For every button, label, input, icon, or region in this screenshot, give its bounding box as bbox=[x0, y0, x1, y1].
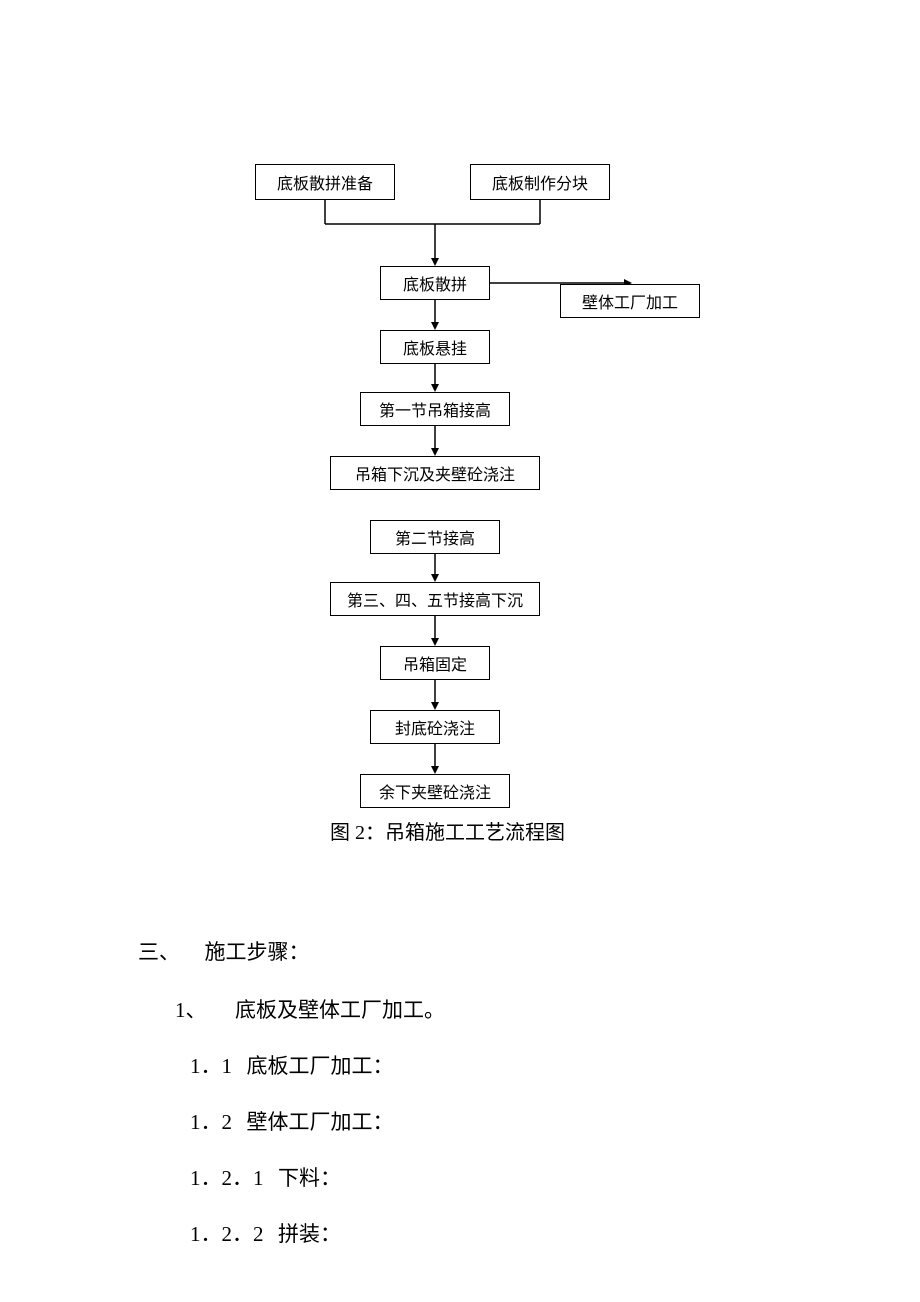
flow-node-section1: 第一节吊箱接高 bbox=[360, 392, 510, 426]
flow-node-suspend: 底板悬挂 bbox=[380, 330, 490, 364]
list-item-text: 下料： bbox=[278, 1166, 341, 1190]
flow-node-make-blocks: 底板制作分块 bbox=[470, 164, 610, 200]
list-item-num: 1．1 bbox=[190, 1054, 232, 1078]
flow-node-label: 底板悬挂 bbox=[403, 335, 467, 359]
section-heading: 三、 施工步骤： bbox=[138, 936, 310, 966]
flow-node-label: 第三、四、五节接高下沉 bbox=[347, 587, 523, 611]
flow-node-prep: 底板散拼准备 bbox=[255, 164, 395, 200]
list-item-text: 底板及壁体工厂加工。 bbox=[235, 998, 445, 1022]
flow-node-label: 吊箱固定 bbox=[403, 651, 467, 675]
flow-node-fix: 吊箱固定 bbox=[380, 646, 490, 680]
list-item-num: 1．2 bbox=[190, 1110, 232, 1134]
flow-node-wall-factory: 壁体工厂加工 bbox=[560, 284, 700, 318]
flow-node-label: 第二节接高 bbox=[395, 525, 475, 549]
flow-node-label: 余下夹壁砼浇注 bbox=[379, 779, 491, 803]
list-item: 1．2．2 拼装： bbox=[190, 1218, 341, 1248]
list-item-num: 1、 bbox=[175, 998, 207, 1022]
flow-node-sink-pour: 吊箱下沉及夹壁砼浇注 bbox=[330, 456, 540, 490]
list-item: 1、 底板及壁体工厂加工。 bbox=[175, 994, 445, 1024]
list-item-text: 拼装： bbox=[278, 1222, 341, 1246]
flow-node-label: 底板制作分块 bbox=[492, 170, 588, 194]
flow-node-remain-pour: 余下夹壁砼浇注 bbox=[360, 774, 510, 808]
flow-node-assembly: 底板散拼 bbox=[380, 266, 490, 300]
list-item: 1．2．1 下料： bbox=[190, 1162, 341, 1192]
flow-node-label: 底板散拼准备 bbox=[277, 170, 373, 194]
list-item-num: 1．2．2 bbox=[190, 1222, 264, 1246]
flow-node-label: 吊箱下沉及夹壁砼浇注 bbox=[355, 461, 515, 485]
figure-caption: 图 2：吊箱施工工艺流程图 bbox=[330, 816, 565, 845]
flow-node-seal-pour: 封底砼浇注 bbox=[370, 710, 500, 744]
flow-node-section2: 第二节接高 bbox=[370, 520, 500, 554]
flow-node-section345: 第三、四、五节接高下沉 bbox=[330, 582, 540, 616]
figure-caption-text: 图 2：吊箱施工工艺流程图 bbox=[330, 822, 565, 844]
list-item-text: 壁体工厂加工： bbox=[247, 1110, 394, 1134]
flow-node-label: 第一节吊箱接高 bbox=[379, 397, 491, 421]
page: 底板散拼准备 底板制作分块 底板散拼 壁体工厂加工 底板悬挂 第一节吊箱接高 吊… bbox=[0, 0, 920, 1302]
flow-node-label: 封底砼浇注 bbox=[395, 715, 475, 739]
list-item: 1．2 壁体工厂加工： bbox=[190, 1106, 394, 1136]
list-item: 1．1 底板工厂加工： bbox=[190, 1050, 394, 1080]
flow-node-label: 底板散拼 bbox=[403, 271, 467, 295]
flow-node-label: 壁体工厂加工 bbox=[582, 289, 678, 313]
section-heading-label: 施工步骤： bbox=[205, 940, 310, 964]
list-item-num: 1．2．1 bbox=[190, 1166, 264, 1190]
section-heading-num: 三、 bbox=[138, 940, 180, 964]
list-item-text: 底板工厂加工： bbox=[247, 1054, 394, 1078]
